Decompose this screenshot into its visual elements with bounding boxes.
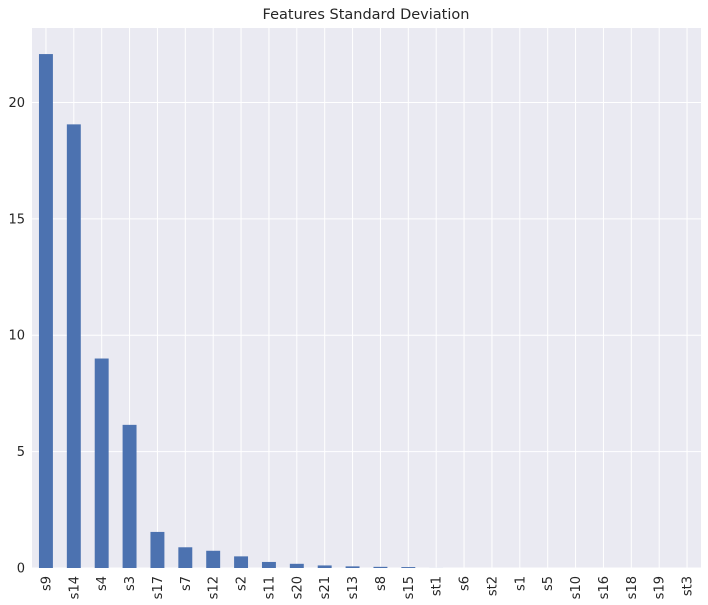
x-tick-label: s10: [569, 576, 584, 599]
x-tick-label: s2: [235, 576, 250, 591]
x-tick-label: s18: [625, 576, 640, 599]
bar-s3: [122, 424, 137, 568]
x-tick-label: s12: [207, 576, 222, 599]
x-tick-label: st1: [430, 576, 445, 596]
x-tick-label: s16: [597, 576, 612, 599]
x-tick-label: s4: [95, 576, 110, 591]
bar-s15: [401, 567, 416, 568]
x-tick-label: st2: [485, 576, 500, 596]
y-tick-label: 10: [8, 329, 25, 344]
bar-s21: [317, 565, 332, 568]
plot-area: [32, 28, 701, 568]
y-tick-label: 15: [8, 212, 25, 227]
bar-s17: [150, 531, 165, 568]
x-tick-label: st3: [681, 576, 696, 596]
y-tick-label: 20: [8, 96, 25, 111]
x-tick-label: s9: [39, 576, 54, 591]
x-tick-label: s7: [179, 576, 194, 591]
bar-s7: [178, 547, 193, 568]
x-tick-label: s1: [513, 576, 528, 591]
bar-s14: [66, 124, 81, 569]
x-tick-label: s20: [290, 576, 305, 599]
x-tick-label: s14: [67, 576, 82, 599]
x-tick-label: s13: [346, 576, 361, 599]
bar-s4: [94, 358, 109, 568]
bar-s8: [373, 566, 388, 568]
y-tick-label: 0: [17, 562, 25, 577]
bar-s13: [345, 566, 360, 568]
x-tick-label: s17: [151, 576, 166, 599]
x-tick-label: s8: [374, 576, 389, 591]
x-tick-label: s5: [541, 576, 556, 591]
x-tick-label: s11: [262, 576, 277, 599]
x-tick-label: s6: [458, 576, 473, 591]
bar-s20: [289, 563, 304, 568]
x-tick-label: s19: [653, 576, 668, 599]
bar-s2: [234, 556, 249, 568]
bar-s11: [261, 561, 276, 568]
x-axis-ticks: s9 s14 s4 s3 s17 s7 s12 s2 s11 s20 s21 s13 s8 s15 st1 s…: [39, 576, 695, 599]
grid-lines: [32, 28, 701, 569]
x-tick-label: s21: [318, 576, 333, 599]
bar-s12: [206, 550, 221, 568]
y-axis-ticks: 0 5 10 15 20: [8, 96, 25, 577]
bars: [38, 54, 444, 569]
x-tick-label: s15: [402, 576, 417, 599]
x-tick-label: s3: [123, 576, 138, 591]
y-tick-label: 5: [17, 445, 25, 460]
bar-s9: [38, 54, 53, 568]
chart-title: Features Standard Deviation: [263, 7, 470, 23]
